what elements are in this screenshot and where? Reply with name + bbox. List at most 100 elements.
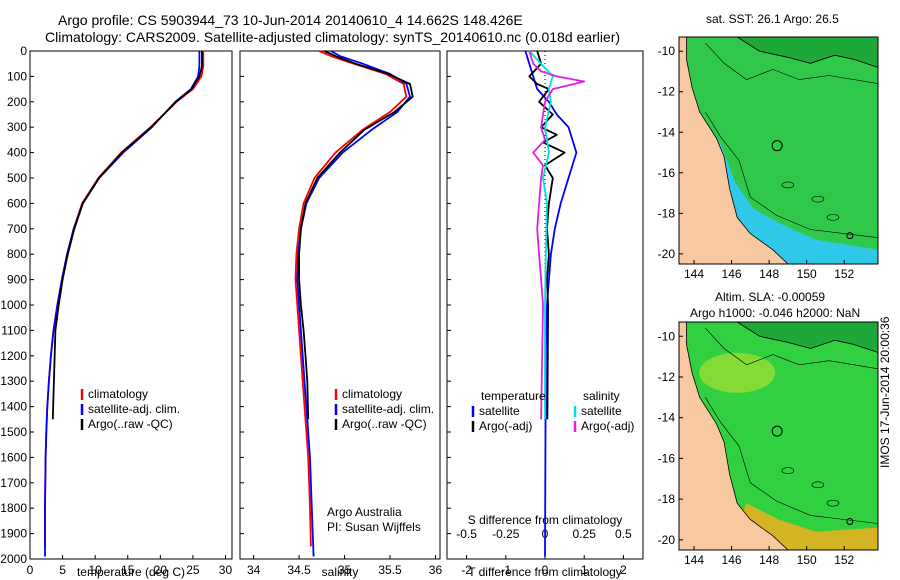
difference-legend-s-label: Argo(-adj) — [581, 419, 634, 433]
sst-map-depth-contour — [705, 42, 879, 84]
sla-map-lat-tick-label: -20 — [658, 533, 676, 547]
sst-map-reef — [826, 214, 840, 221]
sla-map-lon-tick-label: 146 — [722, 553, 742, 567]
sst-map-lon-tick-label: 152 — [834, 267, 854, 281]
temperature-legend-label: climatology — [88, 387, 148, 401]
salinity-annotation-line1: Argo Australia — [327, 505, 402, 519]
difference-legend-t-label: Argo(-adj) — [479, 419, 532, 433]
salinity-series-line — [294, 50, 408, 547]
sst-map-lon-tick-label: 148 — [759, 267, 779, 281]
depth-tick-label: 900 — [7, 273, 27, 287]
salinity-x-axis-label: salinity — [322, 565, 359, 579]
depth-tick-label: 1200 — [0, 349, 27, 363]
sla-map-title-line1: Altim. SLA: -0.00059 — [715, 290, 826, 304]
sla-map-lat-tick-label: -10 — [658, 329, 676, 343]
depth-tick-label: 500 — [7, 171, 27, 185]
temperature-x-tick-label: 0 — [27, 563, 34, 577]
difference-legend-s-label: satellite — [581, 404, 622, 418]
salinity-x-tick-label: 36 — [429, 563, 443, 577]
depth-tick-label: 0 — [20, 44, 27, 58]
sst-map-lat-tick-label: -18 — [658, 206, 676, 220]
sla-map-lat-tick-label: -16 — [658, 451, 676, 465]
temperature-x-tick-label: 30 — [219, 563, 233, 577]
sla-map-lat-tick-label: -14 — [658, 411, 676, 425]
depth-tick-label: 100 — [7, 69, 27, 83]
sst-map-lat-tick-label: -10 — [658, 44, 676, 58]
difference-x-axis-label: T difference from climatology — [468, 565, 622, 579]
difference-x-tick-label: -2 — [461, 563, 472, 577]
sst-map-lat-tick-label: -12 — [658, 85, 676, 99]
temperature-legend-label: Argo(..raw -QC) — [88, 417, 173, 431]
sst-map-argo-position-marker — [771, 140, 783, 152]
difference-series-line — [528, 50, 586, 420]
depth-tick-label: 200 — [7, 95, 27, 109]
sla-map-land — [678, 321, 789, 551]
depth-tick-label: 300 — [7, 120, 27, 134]
salinity-x-tick-label: 34 — [247, 563, 261, 577]
salinity-legend-label: climatology — [342, 387, 402, 401]
temperature-x-tick-label: 15 — [121, 563, 135, 577]
sla-map-argo-position-marker — [771, 425, 783, 437]
sst-map-secondary-marker — [846, 232, 854, 240]
figure-title-line2: Climatology: CARS2009. Satellite-adjuste… — [45, 29, 621, 45]
salinity-axes-frame — [239, 50, 441, 560]
depth-tick-label: 1100 — [1, 323, 27, 337]
difference-x-tick-label: -1 — [500, 563, 511, 577]
depth-tick-label: 2000 — [0, 552, 27, 566]
temperature-legend-label: satellite-adj. clim. — [88, 402, 180, 416]
difference-top-tick-label: 0.5 — [615, 527, 632, 541]
sst-map-land — [678, 36, 789, 265]
sla-map-secondary-marker — [846, 518, 854, 525]
difference-x-tick-label: 2 — [620, 563, 627, 577]
difference-top-tick-label: -0.5 — [456, 527, 477, 541]
sla-map-lon-tick-label: 148 — [759, 553, 779, 567]
sst-map-lat-tick-label: -14 — [658, 125, 676, 139]
sla-map-lat-tick-label: -12 — [658, 370, 676, 384]
sla-map-frame — [678, 321, 879, 551]
sla-map-reef — [781, 467, 795, 474]
difference-series-line — [524, 50, 578, 557]
sst-map-frame — [678, 36, 879, 265]
temperature-x-axis-label: temperature (deg C) — [77, 565, 185, 579]
sst-map-title: sat. SST: 26.1 Argo: 26.5 — [706, 12, 839, 26]
temperature-series-line — [44, 51, 205, 547]
salinity-x-tick-label: 34.5 — [287, 563, 311, 577]
sst-map-lat-tick-label: -16 — [658, 166, 676, 180]
figure-title-line1: Argo profile: CS 5903944_73 10-Jun-2014 … — [58, 12, 523, 28]
salinity-series-line — [298, 50, 414, 420]
temperature-axes-frame — [29, 50, 233, 560]
depth-tick-label: 700 — [7, 222, 27, 236]
sla-map-depth-contour — [705, 327, 879, 370]
temperature-series-line — [44, 51, 201, 557]
difference-x-tick-label: 1 — [581, 563, 588, 577]
depth-tick-label: 1800 — [0, 501, 27, 515]
sst-map-lon-tick-label: 144 — [684, 267, 704, 281]
depth-tick-label: 1300 — [0, 374, 27, 388]
sla-map-lon-tick-label: 150 — [797, 553, 817, 567]
depth-tick-label: 1500 — [0, 425, 27, 439]
sst-map-lon-tick-label: 150 — [797, 267, 817, 281]
depth-tick-label: 1400 — [0, 400, 27, 414]
salinity-x-tick-label: 35.5 — [378, 563, 402, 577]
depth-tick-label: 1000 — [0, 298, 27, 312]
sla-map-lon-tick-label: 144 — [684, 553, 704, 567]
temperature-x-tick-label: 5 — [59, 563, 66, 577]
difference-top-tick-label: -0.25 — [492, 527, 520, 541]
sst-map-shelf-contour — [705, 111, 879, 238]
salinity-legend-label: satellite-adj. clim. — [342, 402, 434, 416]
depth-tick-label: 600 — [7, 196, 27, 210]
sla-map-lon-tick-label: 152 — [834, 553, 854, 567]
temperature-series-line — [51, 51, 203, 420]
sst-map-lon-tick-label: 146 — [722, 267, 742, 281]
depth-tick-label: 400 — [7, 146, 27, 160]
sla-map-shelf-contour — [705, 397, 879, 524]
difference-series-line — [528, 50, 554, 420]
depth-tick-label: 1700 — [0, 476, 27, 490]
difference-legend-t-heading: temperature — [481, 389, 546, 403]
temperature-x-tick-label: 25 — [186, 563, 200, 577]
difference-legend-s-heading: salinity — [583, 389, 620, 403]
sst-map-lat-tick-label: -20 — [658, 247, 676, 261]
depth-tick-label: 1600 — [0, 450, 27, 464]
sla-map-lat-tick-label: -18 — [658, 492, 676, 506]
